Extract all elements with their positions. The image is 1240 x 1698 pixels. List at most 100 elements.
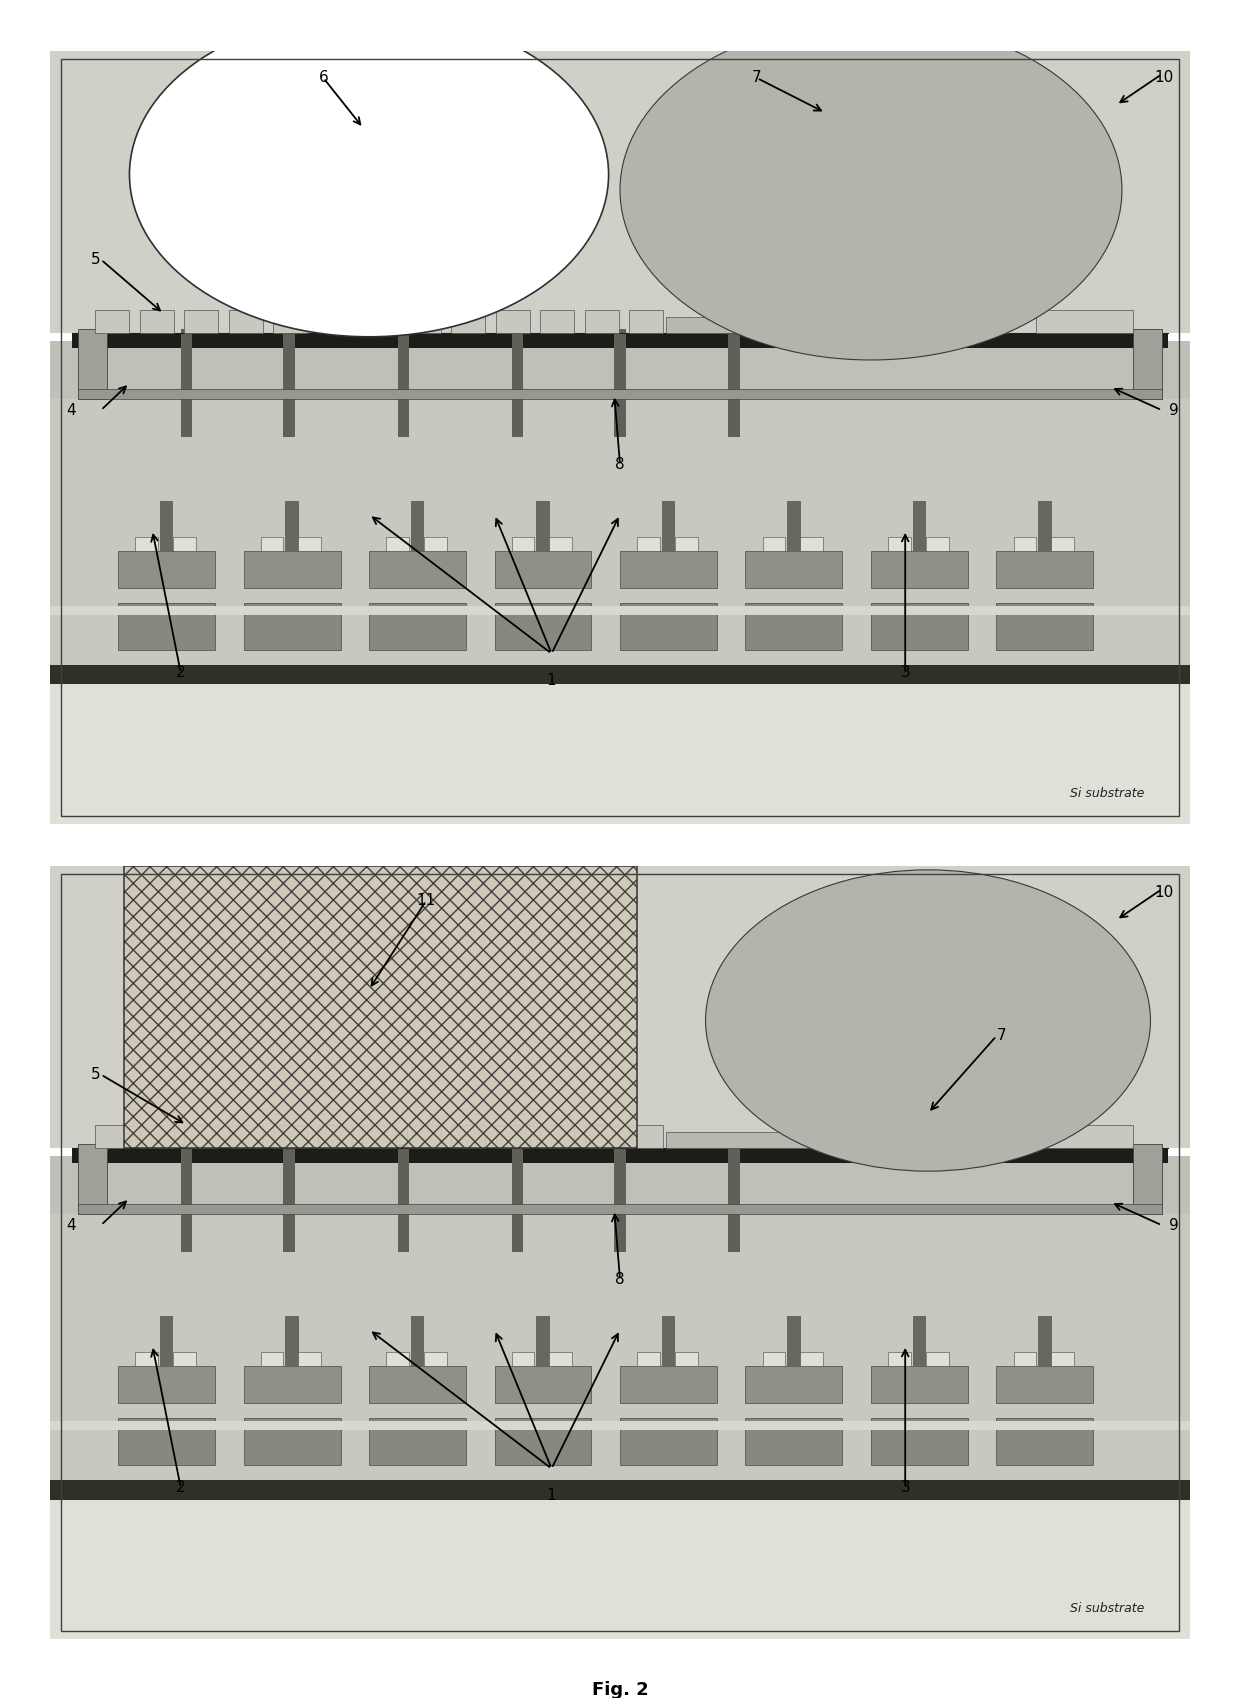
Bar [913,501,926,550]
Bar [243,1365,341,1403]
Bar [541,1124,574,1148]
Text: 5: 5 [92,1066,100,1082]
Text: 5: 5 [92,251,100,267]
Bar [124,866,637,1148]
Bar [926,1352,949,1365]
Bar [50,1214,1190,1481]
Bar [536,1316,549,1365]
Bar [620,1365,717,1403]
Bar [1133,329,1162,399]
Bar [536,501,549,550]
Bar [78,1204,1162,1214]
Circle shape [706,869,1151,1172]
Bar [407,1124,441,1148]
Text: 7: 7 [753,71,761,85]
Bar [285,501,299,550]
Text: 8: 8 [615,1272,625,1287]
Text: 2: 2 [176,1481,186,1496]
Bar [284,1144,295,1253]
Bar [386,537,409,550]
Text: 4: 4 [67,1217,77,1233]
Bar [800,1352,823,1365]
Bar [620,603,717,650]
Bar [496,1124,529,1148]
Bar [800,537,823,550]
Bar [870,1365,968,1403]
Bar [495,550,591,588]
Bar [160,501,174,550]
Bar [620,550,717,588]
Bar [317,1124,352,1148]
Bar [185,1124,218,1148]
Bar [78,329,107,399]
Text: 4: 4 [67,402,77,418]
Bar [728,1144,740,1253]
Bar [370,1418,466,1465]
Bar [745,1418,842,1465]
Bar [549,1352,572,1365]
Bar [140,309,174,333]
Bar [135,1352,157,1365]
Bar [745,550,842,588]
Bar [228,309,263,333]
Bar [172,1352,196,1365]
Text: 9: 9 [1169,1217,1179,1233]
Bar [273,309,308,333]
Bar [407,309,441,333]
Bar [763,1352,785,1365]
Bar [398,329,409,438]
Bar [787,501,801,550]
Bar [666,318,1008,333]
Bar [451,309,485,333]
Text: 9: 9 [1169,402,1179,418]
Bar [512,1144,523,1253]
Bar [495,603,591,650]
Bar [181,1144,192,1253]
Bar [260,537,284,550]
Bar [675,537,698,550]
Bar [72,333,1168,348]
Bar [997,1365,1094,1403]
Bar [629,1124,663,1148]
Bar [512,537,534,550]
Bar [728,329,740,438]
Text: Fig. 2: Fig. 2 [591,1681,649,1698]
Text: 7: 7 [997,1029,1006,1044]
Bar [299,1352,321,1365]
Bar [78,1144,107,1214]
Bar [160,1316,174,1365]
Bar [662,1316,676,1365]
Bar [763,537,785,550]
Bar [637,1352,660,1365]
Bar [787,1316,801,1365]
Text: 2: 2 [176,666,186,681]
Bar [512,329,523,438]
Bar [172,537,196,550]
Bar [662,501,676,550]
Bar [317,309,352,333]
Bar [997,603,1094,650]
Bar [675,1352,698,1365]
Text: 3: 3 [900,1481,910,1496]
Text: Si substrate: Si substrate [1070,788,1145,800]
Bar [370,1365,466,1403]
Bar [1038,1316,1052,1365]
Bar [1133,1144,1162,1214]
Bar [997,1418,1094,1465]
Bar [50,1484,1190,1639]
Text: Fig. 1: Fig. 1 [591,866,649,885]
Text: 10: 10 [1154,70,1173,85]
Bar [118,1365,215,1403]
Bar [584,1124,619,1148]
Bar [495,1365,591,1403]
Bar [424,1352,446,1365]
Bar [299,537,321,550]
Bar [386,1352,409,1365]
Bar [549,537,572,550]
Bar [637,537,660,550]
Bar [745,603,842,650]
Bar [78,389,1162,399]
Bar [118,603,215,650]
Bar [1013,537,1037,550]
Bar [181,329,192,438]
